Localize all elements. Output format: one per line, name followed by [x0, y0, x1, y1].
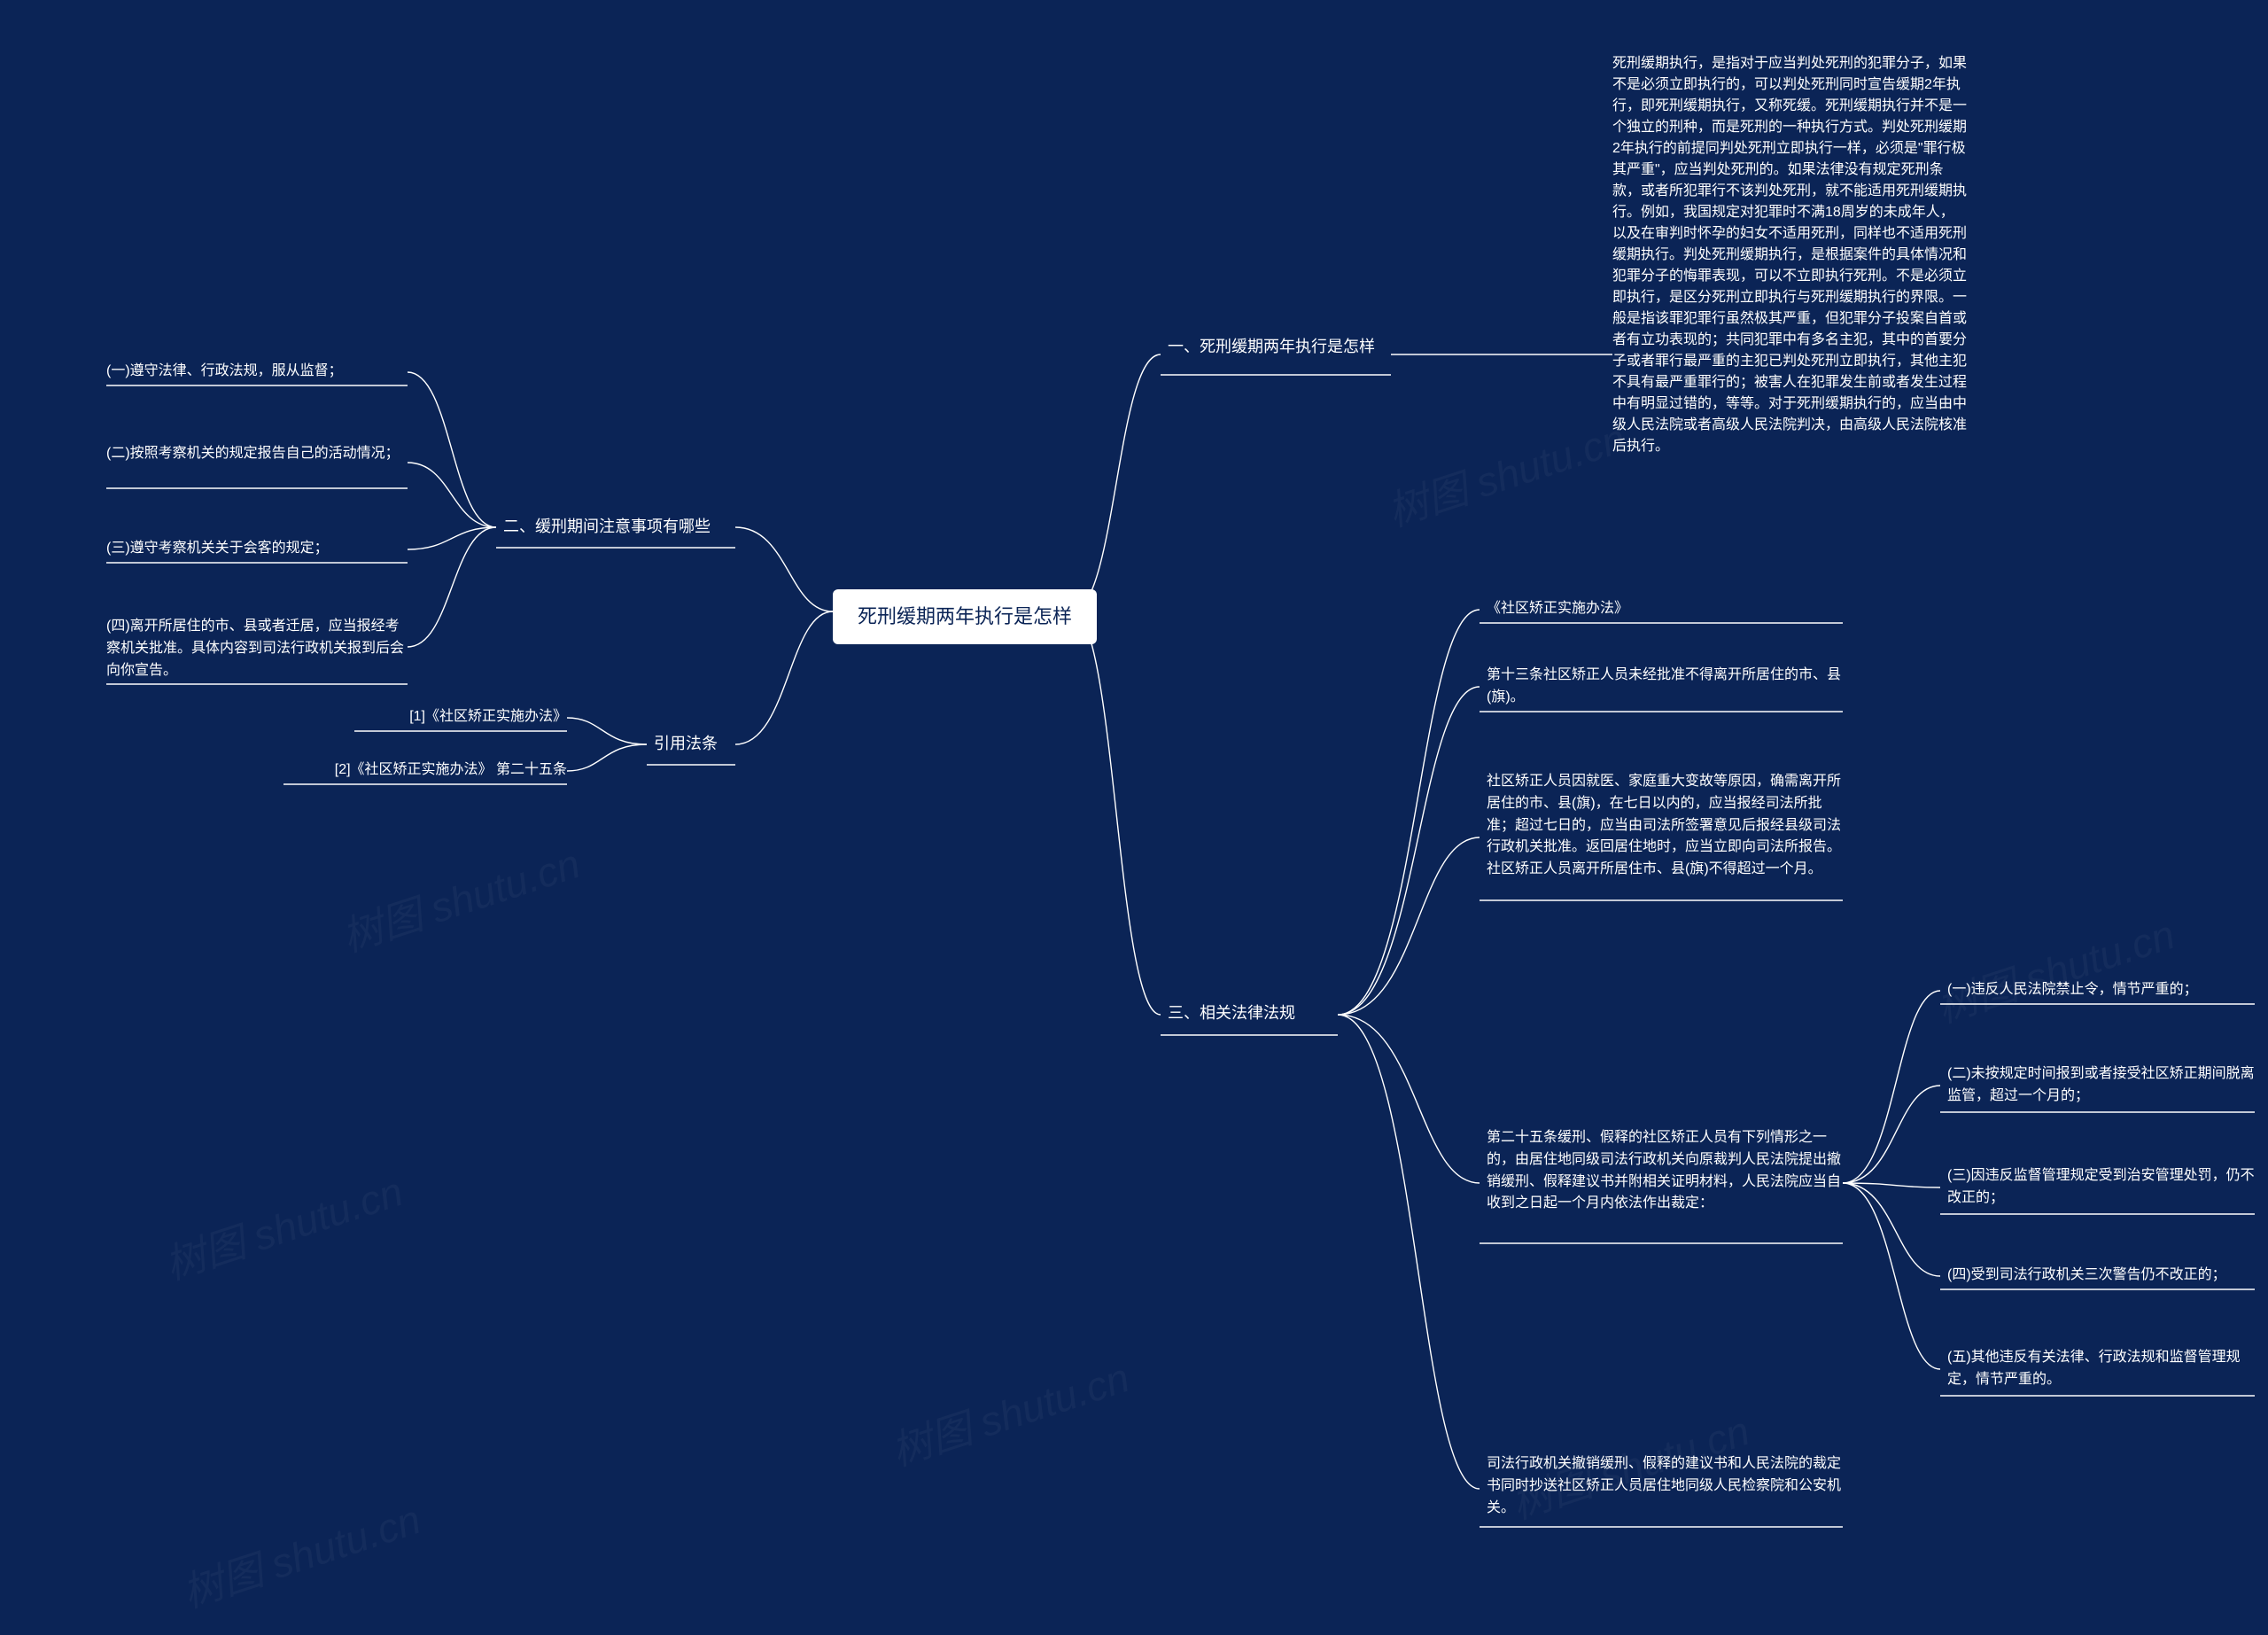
branch-2-leaf-2: (三)遵守考察机关关于会客的规定； — [106, 538, 408, 560]
branch-2-leaf-0: (一)遵守法律、行政法规，服从监督； — [106, 361, 408, 383]
watermark: 树图 shutu.cn — [175, 1488, 427, 1620]
branch-3-c3-item-3: (四)受到司法行政机关三次警告仍不改正的； — [1947, 1265, 2257, 1287]
watermark: 树图 shutu.cn — [883, 1346, 1136, 1478]
branch-4-leaf-1: [2]《社区矫正实施办法》 第二十五条 — [284, 759, 567, 782]
branch-3-c1: 第十三条社区矫正人员未经批准不得离开所居住的市、县(旗)。 — [1487, 665, 1841, 709]
watermark: 树图 shutu.cn — [334, 832, 586, 964]
watermark: 树图 shutu.cn — [1929, 903, 2181, 1035]
branch-2: 二、缓刑期间注意事项有哪些 — [503, 515, 734, 540]
branch-3-c3-item-0: (一)违反人民法院禁止令，情节严重的； — [1947, 979, 2257, 1001]
branch-3-c3-item-4: (五)其他违反有关法律、行政法规和监督管理规定，情节严重的。 — [1947, 1347, 2257, 1391]
branch-1-leaf-0: 死刑缓期执行，是指对于应当判处死刑的犯罪分子，如果不是必须立即执行的，可以判处死… — [1612, 53, 1967, 457]
branch-2-leaf-3: (四)离开所居住的市、县或者迁居，应当报经考察机关批准。具体内容到司法行政机关报… — [106, 616, 408, 681]
branch-2-leaf-1: (二)按照考察机关的规定报告自己的活动情况； — [106, 443, 408, 465]
branch-3-c3-item-1: (二)未按规定时间报到或者接受社区矫正期间脱离监管，超过一个月的； — [1947, 1063, 2257, 1108]
branch-4: 引用法条 — [654, 732, 742, 757]
branch-3-c4: 司法行政机关撤销缓刑、假释的建议书和人民法院的裁定书同时抄送社区矫正人员居住地同… — [1487, 1453, 1841, 1519]
branch-3: 三、相关法律法规 — [1168, 1001, 1345, 1026]
watermark: 树图 shutu.cn — [1379, 407, 1632, 539]
branch-3-c0: 《社区矫正实施办法》 — [1487, 598, 1841, 620]
watermark: 树图 shutu.cn — [157, 1160, 409, 1292]
branch-3-c3: 第二十五条缓刑、假释的社区矫正人员有下列情形之一的，由居住地同级司法行政机关向原… — [1487, 1127, 1841, 1215]
branch-1: 一、死刑缓期两年执行是怎样 — [1168, 335, 1389, 360]
branch-3-c2: 社区矫正人员因就医、家庭重大变故等原因，确需离开所居住的市、县(旗)，在七日以内… — [1487, 771, 1841, 881]
branch-4-leaf-0: [1]《社区矫正实施办法》 — [354, 706, 567, 728]
branch-3-c3-item-2: (三)因违反监督管理规定受到治安管理处罚，仍不改正的； — [1947, 1165, 2257, 1210]
root-node: 死刑缓期两年执行是怎样 — [833, 589, 1097, 644]
